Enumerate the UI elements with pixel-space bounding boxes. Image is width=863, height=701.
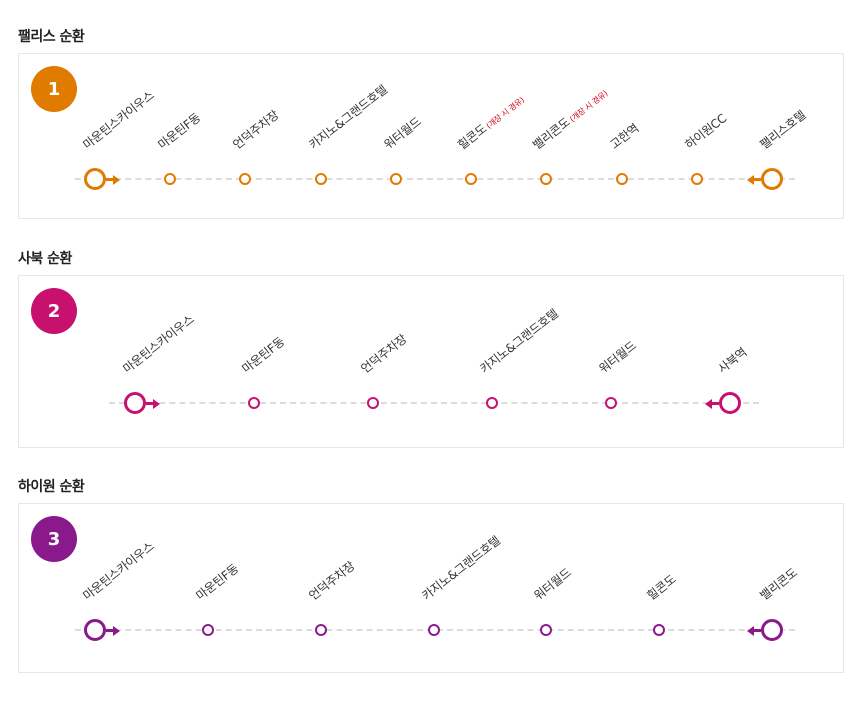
stop-name: 밸리콘도 (530, 114, 573, 153)
stop-marker[interactable] (540, 624, 553, 636)
arrow-right-icon (113, 175, 120, 185)
route-track-line (75, 178, 795, 180)
stop-name: 카지노&그랜드호텔 (306, 82, 390, 152)
stop-marker[interactable] (465, 173, 478, 185)
route-2-title: 사북 순환 (18, 251, 72, 267)
direction-arrow-stem (106, 629, 114, 632)
stop-name: 밸리콘도 (757, 565, 800, 603)
stop-name: 마운틴F동 (155, 110, 204, 152)
stop-note: (개장 시 경유) (568, 88, 610, 124)
start-terminal-icon[interactable] (84, 168, 106, 190)
stop-label: 카지노&그랜드호텔 (477, 306, 560, 376)
stop-marker[interactable] (314, 173, 327, 185)
arrow-right-icon (153, 399, 160, 409)
arrow-left-icon (705, 399, 712, 409)
stop-label: 힐콘도(개장 시 경유) (455, 92, 528, 154)
stop-label: 언덕주차장 (358, 332, 409, 376)
stop-name: 팰리스호텔 (757, 107, 809, 152)
stop-label: 워터월드 (381, 115, 423, 152)
direction-arrow-stem (753, 178, 761, 181)
direction-arrow-stem (753, 629, 761, 632)
direction-arrow-stem (146, 402, 154, 405)
stop-label: 카지노&그랜드호텔 (306, 82, 389, 152)
stop-name: 워터월드 (381, 114, 424, 152)
route-2-panel: 2 마운틴스카이우스 마운틴F동 언덕주차장 카지노&그랜드호텔 워터월드 사북역 (18, 275, 844, 448)
stop-name: 하이원CC (682, 111, 729, 152)
stop-marker[interactable] (201, 624, 214, 636)
stop-label: 사북역 (715, 345, 749, 376)
route-1-panel: 1 마운틴스카이우스 마운틴F동 언덕주차장 카지노&그랜드호텔 워터월드 힐콘도(개장 … (18, 53, 844, 219)
route-1-title: 팰리스 순환 (18, 29, 85, 45)
stop-name: 힐콘도 (644, 572, 679, 603)
route-1-number-badge: 1 (31, 66, 77, 112)
stop-label: 팰리스호텔 (757, 108, 808, 152)
stop-marker[interactable] (389, 173, 402, 185)
stop-label: 밸리콘도(개장 시 경유) (530, 86, 611, 154)
route-2-number-badge: 2 (31, 288, 77, 334)
stop-label: 하이원CC (682, 111, 729, 152)
stop-marker[interactable] (427, 624, 440, 636)
stop-label: 마운틴스카이우스 (80, 539, 156, 603)
stop-marker[interactable] (164, 173, 177, 185)
arrow-left-icon (747, 175, 754, 185)
stop-label: 마운틴스카이우스 (120, 312, 196, 376)
end-terminal-icon[interactable] (719, 392, 741, 414)
stop-marker[interactable] (367, 397, 379, 409)
route-3-number-badge: 3 (31, 516, 77, 562)
start-terminal-icon[interactable] (84, 619, 106, 641)
stop-label: 고한역 (607, 121, 641, 152)
stop-marker[interactable] (615, 173, 628, 185)
direction-arrow-stem (106, 178, 114, 181)
stop-label: 워터월드 (532, 566, 574, 603)
stop-name: 고한역 (606, 121, 641, 152)
stop-label: 언덕주차장 (231, 108, 282, 152)
stop-marker[interactable] (248, 397, 260, 409)
stop-label: 마운틴F동 (239, 334, 287, 376)
route-track-line (109, 402, 759, 404)
arrow-left-icon (747, 626, 754, 636)
stop-name: 워터월드 (596, 338, 639, 376)
route-3-panel: 3 마운틴스카이우스 마운틴F동 언덕주차장 카지노&그랜드호텔 워터월드 힐콘도 밸리콘도 (18, 503, 844, 673)
stop-label: 밸리콘도 (757, 566, 799, 603)
stop-name: 마운틴스카이우스 (80, 539, 157, 603)
stop-note: (개장 시 경유) (484, 95, 527, 131)
stop-marker[interactable] (690, 173, 703, 185)
arrow-right-icon (113, 626, 120, 636)
stop-name: 마운틴스카이우스 (80, 88, 157, 152)
route-3-title: 하이원 순환 (18, 479, 85, 495)
stop-name: 마운틴스카이우스 (120, 312, 197, 376)
stop-label: 마운틴스카이우스 (80, 88, 156, 152)
stop-name: 카지노&그랜드호텔 (418, 533, 503, 603)
stop-name: 카지노&그랜드호텔 (477, 306, 561, 376)
stop-name: 사북역 (715, 345, 750, 376)
stop-marker[interactable] (605, 397, 617, 409)
stop-name: 힐콘도 (455, 121, 490, 153)
stop-marker[interactable] (540, 173, 553, 185)
stop-name: 언덕주차장 (358, 331, 410, 376)
stop-name: 마운틴F동 (239, 334, 288, 376)
stop-marker[interactable] (239, 173, 252, 185)
end-terminal-icon[interactable] (761, 619, 783, 641)
stop-label: 언덕주차장 (306, 559, 357, 603)
stop-label: 마운틴F동 (156, 110, 204, 152)
stop-name: 언덕주차장 (230, 107, 282, 152)
direction-arrow-stem (711, 402, 719, 405)
stop-marker[interactable] (653, 624, 666, 636)
start-terminal-icon[interactable] (124, 392, 146, 414)
stop-name: 언덕주차장 (306, 558, 357, 603)
stop-label: 힐콘도 (645, 572, 679, 603)
stop-marker[interactable] (486, 397, 498, 409)
stop-name: 마운틴F동 (193, 561, 241, 603)
stop-label: 카지노&그랜드호텔 (419, 533, 502, 603)
stop-name: 워터월드 (531, 565, 575, 603)
stop-label: 워터월드 (596, 339, 638, 376)
stop-label: 마운틴F동 (193, 561, 241, 603)
stop-marker[interactable] (314, 624, 327, 636)
end-terminal-icon[interactable] (761, 168, 783, 190)
